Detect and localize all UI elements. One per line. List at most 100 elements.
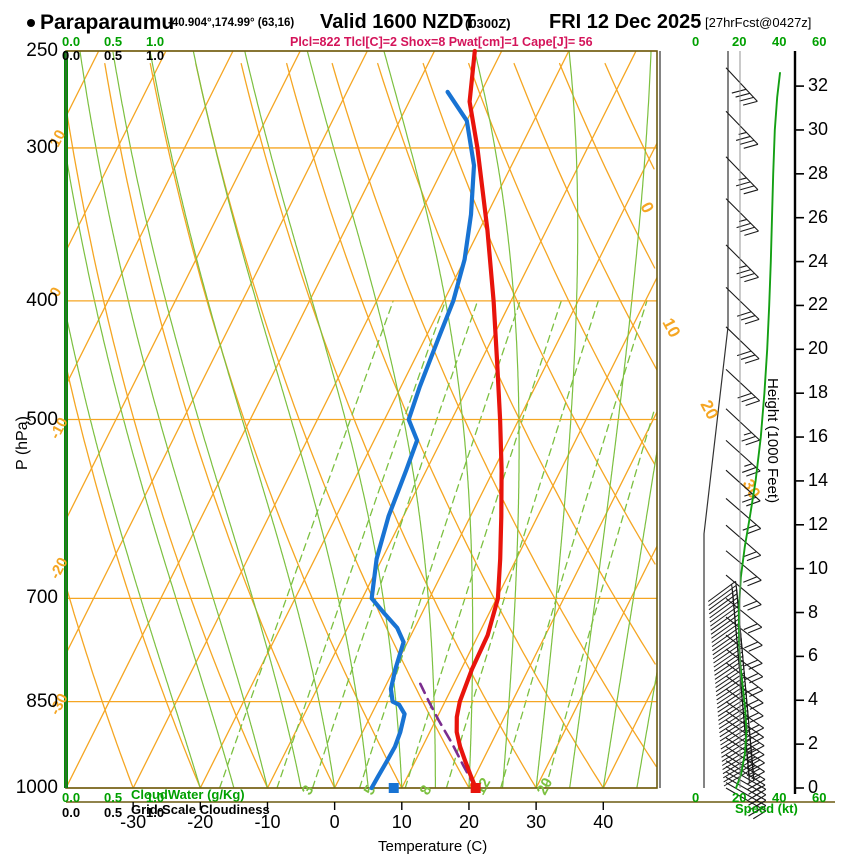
wind-barb-full-26-1 <box>741 435 756 442</box>
wind-barb-full-3-0 <box>752 794 767 804</box>
isotherm--70 <box>66 51 234 387</box>
surface-temperature-marker <box>470 783 481 793</box>
dry-adiabat-10 <box>149 62 403 788</box>
wind-barb-half-6 <box>748 773 756 778</box>
wind-barb-shaft-32 <box>725 156 759 191</box>
dewpoint-curve <box>369 89 477 791</box>
speed-tick-label-bottom-40: 40 <box>772 790 787 805</box>
wind-barb-full-29-1 <box>740 315 756 321</box>
height-tick-label-12: 12 <box>808 513 829 534</box>
wind-barb-shaft-18 <box>725 616 763 646</box>
wind-barb-full-10-1 <box>746 742 760 751</box>
station-coords: -40.904°,174.99° (63,16) <box>168 17 295 29</box>
cloudwater-tick-top-2: 1.0 <box>146 34 165 49</box>
isotherm-label-10: 10 <box>658 315 684 341</box>
mixing-ratio-label-5: 5 <box>361 783 380 798</box>
cloudiness-tick-bottom-1: 0.5 <box>104 805 123 820</box>
wind-barb-full-30-0 <box>744 276 759 283</box>
height-tick-label-0: 0 <box>808 777 819 797</box>
dry-adiabat-label-10: 10 <box>47 127 70 150</box>
height-axis <box>793 51 804 794</box>
pressure-tick-label-300: 300 <box>26 136 58 158</box>
wind-barb-shaft-30 <box>725 244 759 278</box>
height-tick-label-32: 32 <box>808 75 829 96</box>
parcel-path <box>419 682 477 790</box>
moist-adiabat-layer <box>66 51 657 788</box>
pressure-tick-label-400: 400 <box>26 289 58 311</box>
plot-frame <box>64 50 835 810</box>
moist-adiabat-25 <box>474 51 520 788</box>
mixing-ratio-1 <box>218 300 394 788</box>
wind-barb-full-6-0 <box>751 779 766 788</box>
dry-adiabat-0 <box>104 62 336 788</box>
height-tick-label-18: 18 <box>808 382 829 403</box>
wind-barb-full-31-2 <box>736 222 751 229</box>
isotherm-label-20: 20 <box>696 397 722 423</box>
moist-adiabat-20 <box>383 51 474 788</box>
wind-barb-half-26 <box>743 432 752 436</box>
wind-barb-shaft-4 <box>725 765 767 790</box>
mixing-ratio-label-8: 8 <box>417 783 436 798</box>
wind-barb-low-shaft-18 <box>717 693 747 713</box>
wind-barb-half-25 <box>744 463 753 467</box>
temperature-tick-label--30: -30 <box>120 812 147 832</box>
cloudwater-tick-top-1: 0.5 <box>104 34 123 49</box>
height-tick-label-10: 10 <box>808 557 829 578</box>
wind-barb-full-20-1 <box>743 600 758 608</box>
height-tick-label-6: 6 <box>808 645 819 666</box>
wind-barb-full-11-0 <box>750 736 764 745</box>
moist-adiabat-10 <box>244 51 403 788</box>
wind-barb-shaft-24 <box>725 469 761 502</box>
wind-barb-full-12-1 <box>745 724 760 732</box>
cloudiness-tick-top-1: 0.5 <box>104 48 123 63</box>
wind-barb-full-13-0 <box>749 715 764 723</box>
wind-barb-low-shaft-23 <box>715 672 745 693</box>
dry-adiabat-20 <box>195 62 470 788</box>
temperature-tick-label-30: 30 <box>526 812 547 832</box>
wind-barb-shaft-17 <box>725 634 763 664</box>
station-marker-dot <box>27 19 35 27</box>
dry-adiabat-100 <box>558 62 656 269</box>
wind-barb-full-30-1 <box>740 272 755 279</box>
wind-barb-full-33-2 <box>735 135 751 141</box>
skewt-grid-layer <box>66 51 657 788</box>
mixing-ratio-label-20: 20 <box>534 775 557 798</box>
dry-adiabat--30 <box>66 588 134 788</box>
height-tick-label-22: 22 <box>808 294 829 315</box>
wind-barb-low-flag-45-1 <box>731 584 734 597</box>
wind-barb-low-shaft-20 <box>716 684 746 705</box>
speed-tick-label-top-60: 60 <box>812 34 827 49</box>
wind-barb-full-18-0 <box>748 644 763 652</box>
wind-barb-full-34-2 <box>735 92 751 98</box>
mixing-ratio-3 <box>311 300 479 788</box>
wind-barb-full-19-1 <box>743 623 758 631</box>
mixing-ratio-2 <box>276 300 447 788</box>
dry-adiabat--20 <box>66 369 201 788</box>
moist-adiabat-0 <box>149 51 336 788</box>
height-tick-label-2: 2 <box>808 733 819 754</box>
wind-barb-half-24 <box>744 493 753 497</box>
wind-barb-full-34-1 <box>739 96 754 102</box>
wind-barb-full-15-1 <box>744 686 759 694</box>
wind-barb-full-27-1 <box>741 396 756 403</box>
wind-barb-shaft-25 <box>725 439 761 472</box>
cloudiness-axis-label: Grid-Scale Cloudiness <box>131 802 270 817</box>
moist-adiabat--5 <box>112 51 302 788</box>
wind-barb-full-8-1 <box>746 759 761 768</box>
wind-barb-full-27-0 <box>745 400 760 406</box>
wind-barb-full-21-1 <box>743 576 758 583</box>
pressure-tick-label-850: 850 <box>26 690 58 712</box>
wind-barb-full-32-1 <box>739 185 755 191</box>
pressure-axis-label: P (hPa) <box>14 416 31 470</box>
speed-tick-label-top-40: 40 <box>772 34 787 49</box>
speed-tick-label-bottom-0: 0 <box>692 790 700 805</box>
cloudiness-tick-top-2: 1.0 <box>146 48 165 63</box>
cloudiness-tick-bottom-2: 1.0 <box>146 805 165 820</box>
temperature-axis-label: Temperature (C) <box>378 838 488 855</box>
cloudwater-tick-top-0: 0.0 <box>62 34 81 49</box>
wind-barb-full-22-0 <box>746 554 761 562</box>
height-tick-label-14: 14 <box>808 469 829 490</box>
stability-indices: Plcl=822 Tlcl[C]=2 Shox=8 Pwat[cm]=1 Cap… <box>290 35 593 49</box>
isotherm-30 <box>535 544 657 788</box>
